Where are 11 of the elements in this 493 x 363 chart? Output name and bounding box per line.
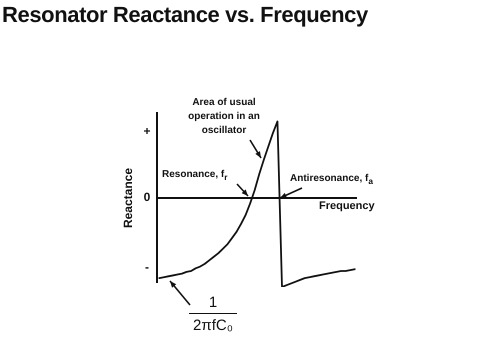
text: - [144, 260, 150, 274]
text: 0 [142, 190, 152, 204]
annotation: Resonance, f$_{r}$ [162, 168, 228, 184]
text: + [142, 124, 152, 138]
chart-title: Resonator Reactance vs. Frequency [2, 2, 368, 28]
x-axis-title: Frequency [319, 200, 375, 212]
text: 1 [189, 293, 237, 314]
annotation: Area of usual operation in an oscillator [187, 96, 261, 138]
annotation: Antiresonance, f$_{a}$ [290, 172, 373, 188]
y-axis-title: Reactance [121, 166, 135, 230]
text: 2πfC₀ [192, 316, 234, 336]
